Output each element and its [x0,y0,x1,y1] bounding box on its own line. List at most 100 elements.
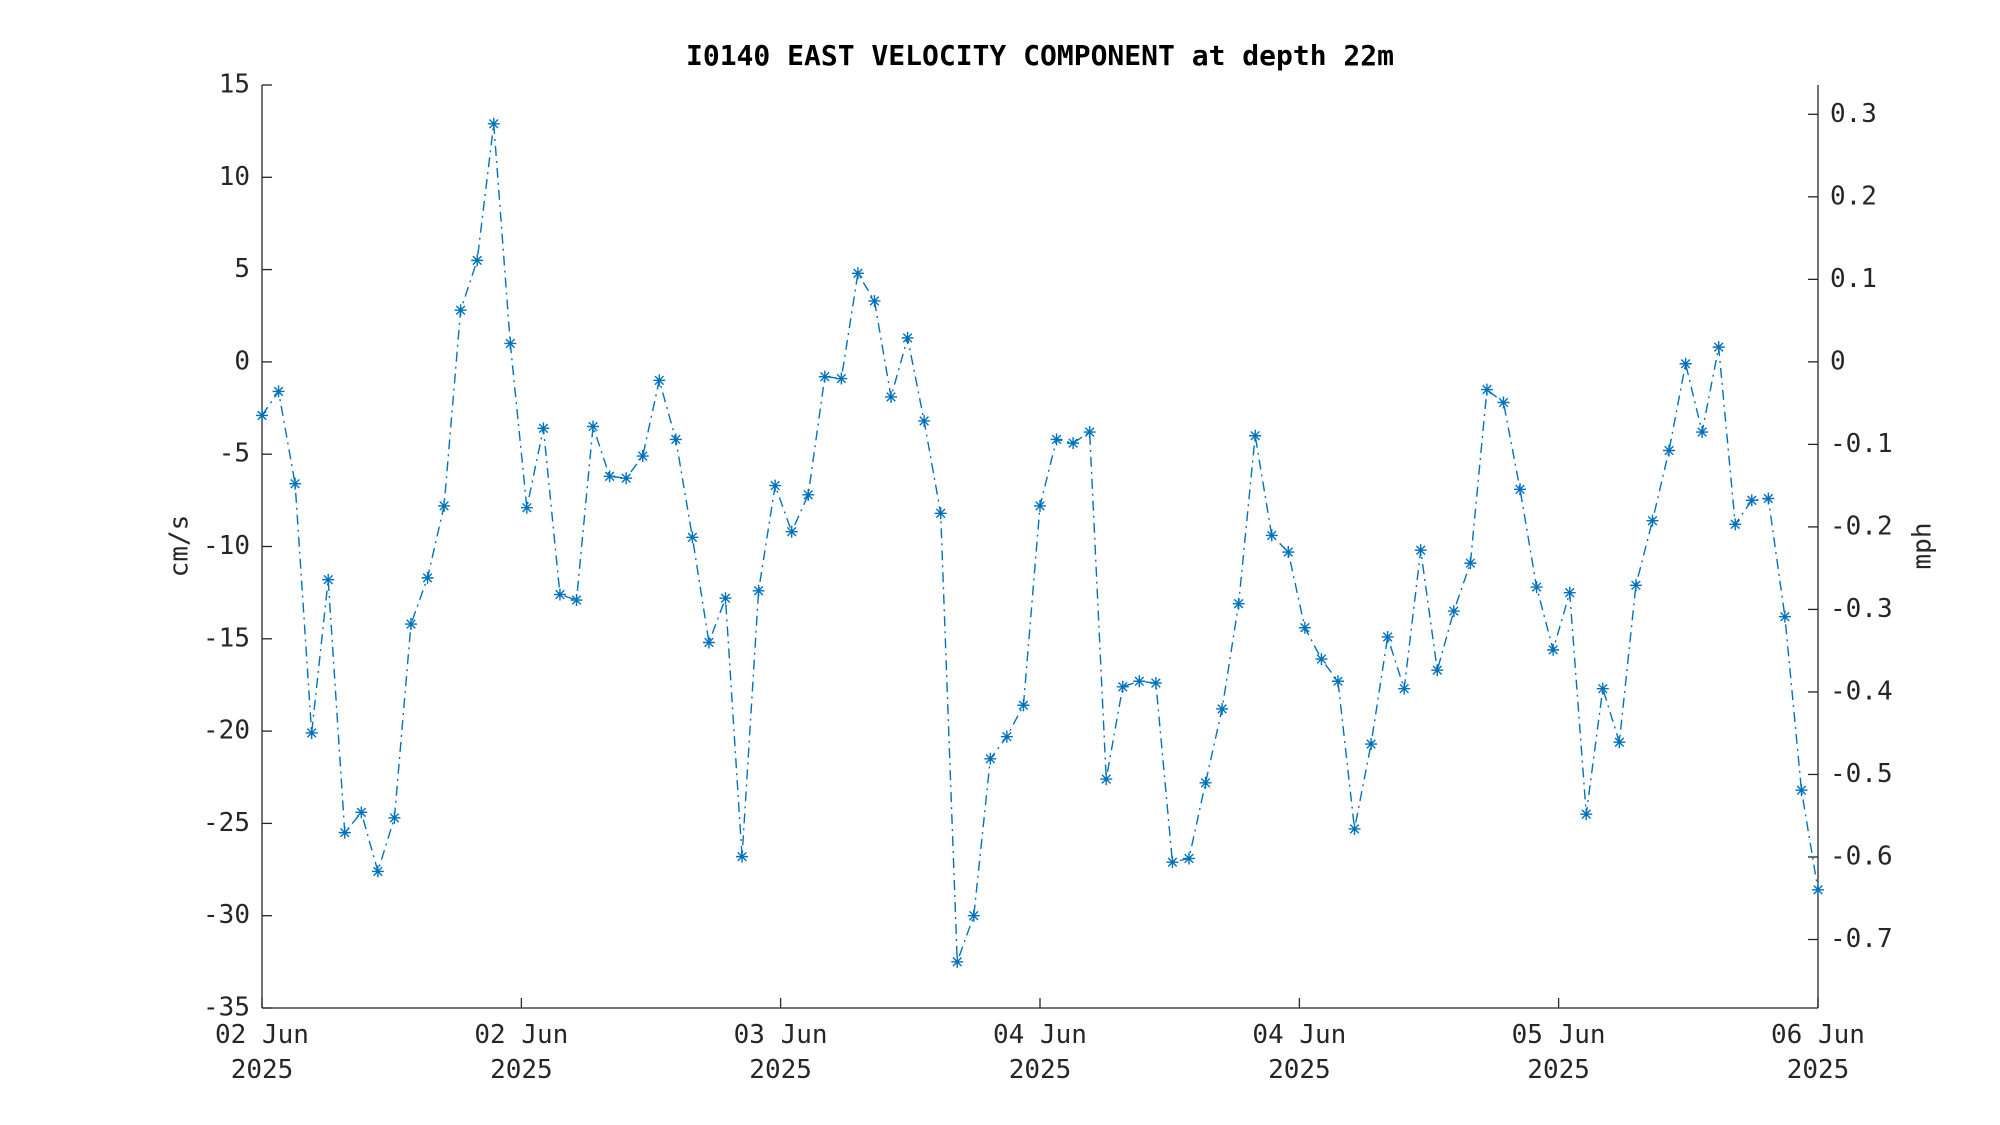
marker [1431,664,1444,677]
marker [487,117,500,130]
marker [1083,426,1096,439]
y2-tick-label: -0.3 [1830,594,1893,624]
marker [1663,444,1676,457]
y-tick-label: -35 [203,993,250,1023]
marker [256,409,268,422]
marker [885,390,898,403]
marker [1762,492,1775,505]
marker [1646,514,1659,527]
marker [553,588,566,601]
marker [818,370,831,383]
marker [1447,605,1460,618]
marker [272,385,285,398]
x-tick-label: 06 Jun 2025 [1771,1020,1865,1085]
y2-tick-label: 0.3 [1830,99,1877,129]
marker [1812,883,1824,896]
marker [1745,494,1758,507]
marker [1216,702,1229,715]
marker [1712,341,1725,354]
x-tick-label: 04 Jun 2025 [1252,1020,1347,1085]
marker [1547,643,1560,656]
marker [454,304,467,317]
marker [636,450,649,463]
marker [769,479,782,492]
marker [901,331,914,344]
marker [868,294,881,307]
marker [1149,677,1162,690]
marker [322,573,335,586]
x-tick-label: 05 Jun 2025 [1511,1020,1606,1085]
marker [1017,699,1030,712]
marker [802,488,815,501]
y2-tick-label: -0.6 [1830,841,1893,871]
y-tick-label: 0 [234,346,250,376]
marker [471,254,484,267]
marker [1298,621,1311,634]
marker [951,955,964,968]
marker [1365,738,1378,751]
marker [1133,675,1146,688]
y-tick-label: -10 [203,531,250,561]
marker [1778,610,1791,623]
y2-tick-label: -0.5 [1830,759,1893,789]
y2-tick-label: 0.2 [1830,181,1877,211]
y-tick-label: -15 [203,623,250,653]
y2-tick-label: -0.4 [1830,676,1893,706]
marker [1249,429,1262,442]
marker [1050,433,1063,446]
marker [851,267,864,280]
marker [1480,383,1493,396]
marker [1398,682,1411,695]
marker [1414,544,1427,557]
marker [1000,730,1013,743]
marker [1166,856,1179,869]
marker [1729,518,1742,531]
marker [1381,630,1394,643]
y2-tick-label: -0.1 [1830,429,1893,459]
marker [1100,773,1113,786]
marker [438,499,451,512]
y-tick-label: -30 [203,900,250,930]
marker [1613,736,1626,749]
marker [1182,852,1195,865]
marker [752,584,765,597]
marker [620,472,633,485]
marker [587,420,600,433]
marker [305,726,318,739]
marker [1580,808,1593,821]
marker [1596,682,1609,695]
marker [1232,597,1245,610]
marker [338,826,351,839]
marker [1795,784,1808,797]
marker [504,337,517,350]
y-tick-label: -20 [203,716,250,746]
x-tick-label: 03 Jun 2025 [733,1020,828,1085]
marker [1563,586,1576,599]
marker [736,850,749,863]
marker [355,806,368,819]
marker [967,909,980,922]
chart-title: I0140 EAST VELOCITY COMPONENT at depth 2… [686,39,1394,72]
marker [669,433,682,446]
marker [1315,653,1328,666]
marker [1348,822,1361,835]
y-tick-label: 5 [234,254,250,284]
y2-tick-label: -0.2 [1830,511,1893,541]
marker [719,592,732,605]
y-tick-label: 10 [219,162,250,192]
y2-tick-label: 0 [1830,346,1846,376]
marker [1034,499,1046,512]
marker [1679,357,1692,370]
marker [1116,680,1129,693]
x-tick-label: 02 Jun 2025 [474,1020,569,1085]
data-line [261,123,1819,963]
marker [1514,483,1527,496]
marker [570,594,583,607]
marker [1464,557,1477,570]
y2-axis-label: mph [1908,523,1938,570]
x-tick-label: 04 Jun 2025 [993,1020,1087,1085]
marker [603,470,616,483]
marker [1530,581,1543,594]
